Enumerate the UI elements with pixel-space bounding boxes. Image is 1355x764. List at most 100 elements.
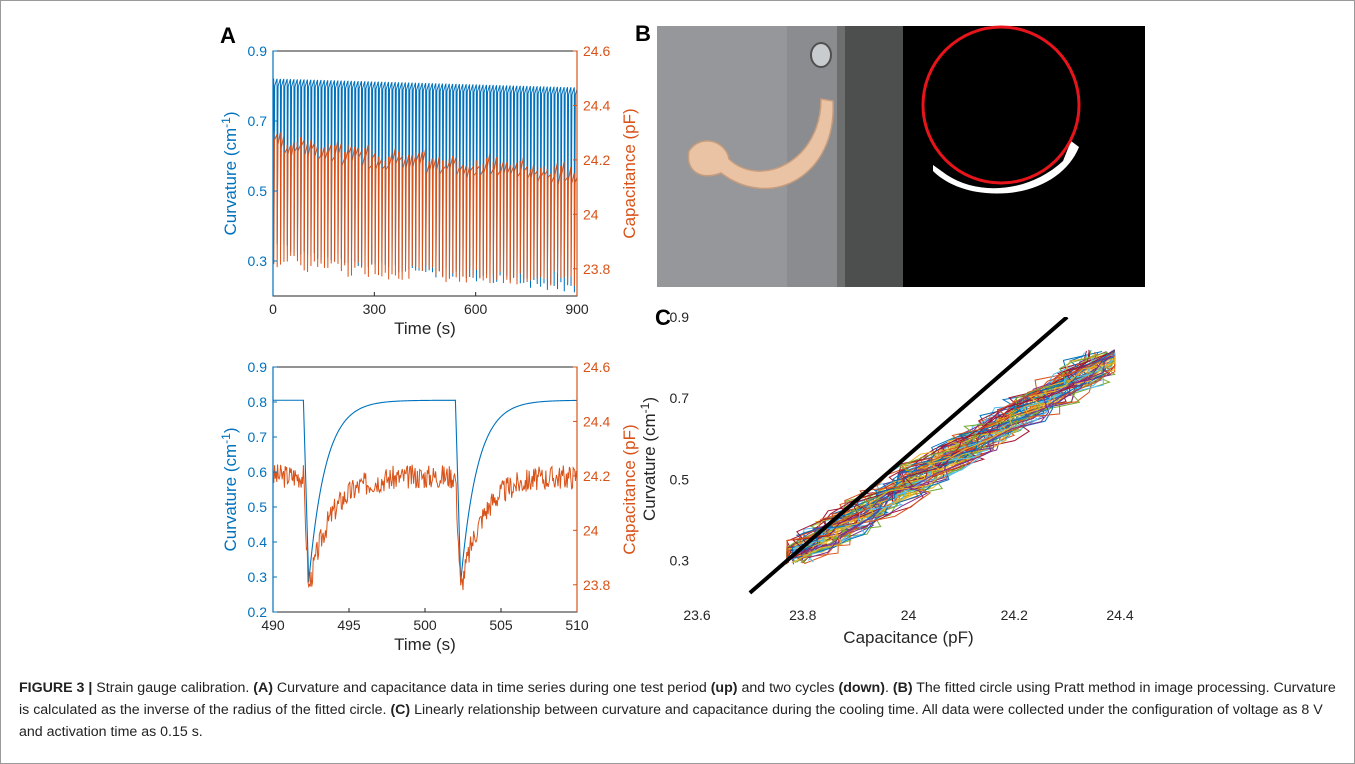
a-bottom-ytick-left-label: 0.7 xyxy=(248,429,268,445)
a-top-ytick-right-label: 24 xyxy=(583,206,599,222)
a-top-xlabel: Time (s) xyxy=(394,319,456,338)
chart-a-bottom: 490 495 500 505 510 0.2 0.3 0.4 0.5 0.6 0.7 0.8 0.9 2… xyxy=(219,359,639,654)
c-fit-line xyxy=(748,317,1069,595)
caption-text-2: Curvature and capacitance data in time s… xyxy=(276,680,707,696)
c-xtick-label: 24 xyxy=(901,607,917,623)
a-bottom-xlabel: Time (s) xyxy=(394,635,456,654)
caption-label-a: (A) xyxy=(253,680,273,696)
a-bottom-ylabel-left: Curvature (cm-1) xyxy=(219,427,240,551)
c-xlabel: Capacitance (pF) xyxy=(843,628,973,647)
caption-down: (down) xyxy=(838,680,885,696)
a-bottom-ytick-left-label: 0.9 xyxy=(248,359,268,375)
c-cycle-series xyxy=(786,353,1115,560)
caption-text-3b: . xyxy=(884,680,889,696)
c-cycle-series xyxy=(789,350,1115,561)
a-bottom-ytick-right-label: 24.2 xyxy=(583,468,610,484)
a-bottom-ytick-right-label: 23.8 xyxy=(583,577,610,593)
caption-up: (up) xyxy=(710,680,738,696)
processed-image-background xyxy=(903,26,1145,287)
a-bottom-ylabel-right: Capacitance (pF) xyxy=(620,424,639,554)
plot-area-a-top xyxy=(272,50,578,297)
c-ylabel-sup: -1 xyxy=(638,402,652,413)
a-top-ytick-right-label: 23.8 xyxy=(583,261,610,277)
a-top-xtick-label: 600 xyxy=(464,301,488,317)
a-top-ytick-right-label: 24.2 xyxy=(583,152,610,168)
caption-text-1: Strain gauge calibration. xyxy=(96,680,250,696)
figure-caption: FIGURE 3 | Strain gauge calibration. (A)… xyxy=(19,677,1337,743)
a-top-ylabel-left: Curvature (cm-1) xyxy=(219,111,240,235)
plot-area-c xyxy=(697,317,1120,601)
plot-area-a-bottom xyxy=(272,366,578,613)
a-top-ytick-left-label: 0.3 xyxy=(248,253,268,269)
c-cycle-series xyxy=(786,352,1114,562)
a-top-ylabel-right: Capacitance (pF) xyxy=(620,108,639,238)
screw-icon xyxy=(810,42,832,68)
photo-bracket xyxy=(839,26,903,287)
fitted-circle-icon xyxy=(921,25,1081,185)
a-bottom-xtick-label: 495 xyxy=(337,617,361,633)
c-cycle-series xyxy=(786,349,1115,562)
panel-label-b: B xyxy=(635,21,651,46)
caption-text-5: Linearly relationship between curvature … xyxy=(19,702,1323,740)
c-ylabel-end: ) xyxy=(640,397,659,403)
a-top-xtick-label: 0 xyxy=(269,301,277,317)
a-top-ylabel-left-text: Curvature (cm xyxy=(221,128,240,236)
a-bottom-ytick-left-label: 0.3 xyxy=(248,569,268,585)
a-top-capacitance-series xyxy=(273,131,577,286)
c-cycle-series xyxy=(791,356,1116,564)
photo-bracket-edge xyxy=(837,26,845,287)
c-ytick-label: 0.5 xyxy=(670,471,690,487)
a-bottom-ytick-right-label: 24.6 xyxy=(583,359,610,375)
caption-label-c: (C) xyxy=(390,702,411,718)
panel-label-c: C xyxy=(655,305,671,330)
a-bottom-ytick-left-label: 0.5 xyxy=(248,499,268,515)
a-top-ylabel-left-sup: -1 xyxy=(219,117,233,128)
a-bottom-ytick-left-label: 0.8 xyxy=(248,394,268,410)
a-bottom-xtick-label: 500 xyxy=(413,617,437,633)
a-top-xtick-label: 900 xyxy=(565,301,589,317)
c-cycle-series xyxy=(808,354,1115,559)
caption-label-b: (B) xyxy=(892,680,913,696)
panel-b-image xyxy=(657,25,1145,287)
a-bottom-ytick-left-label: 0.6 xyxy=(248,464,268,480)
a-bottom-ylabel-left-text: Curvature (cm xyxy=(221,444,240,552)
chart-c: 23.6 23.8 24 24.2 24.4 0.3 0.5 0.7 0.9 Capacitanc… xyxy=(638,309,1134,647)
a-bottom-xtick-label: 505 xyxy=(489,617,513,633)
chart-a-top: 0 300 600 900 0.3 0.5 0.7 0.9 23.8 24 24.2 24.4 24.6… xyxy=(219,43,639,338)
c-xtick-label: 24.4 xyxy=(1106,607,1133,623)
a-top-ytick-left-label: 0.9 xyxy=(248,43,268,59)
a-bottom-ytick-left-label: 0.2 xyxy=(248,604,268,620)
a-bottom-ytick-right-label: 24 xyxy=(583,522,599,538)
a-bottom-xtick-label: 490 xyxy=(261,617,285,633)
a-top-curvature-series xyxy=(273,78,577,293)
actuator-strip-icon xyxy=(687,98,834,190)
caption-text-4: The fitted circle using Pratt method in … xyxy=(19,680,1336,718)
a-bottom-capacitance-series xyxy=(273,464,577,591)
a-bottom-ytick-left-label: 0.4 xyxy=(248,534,268,550)
c-ylabel: Curvature (cm-1) xyxy=(638,397,659,521)
a-top-ylabel-left-end: ) xyxy=(221,111,240,117)
c-ytick-label: 0.7 xyxy=(670,390,690,406)
c-ylabel-text: Curvature (cm xyxy=(640,413,659,521)
figure-canvas: 0 300 600 900 0.3 0.5 0.7 0.9 23.8 24 24.2 24.4 24.6… xyxy=(219,21,1145,654)
c-ytick-label: 0.9 xyxy=(670,309,690,325)
a-bottom-ylabel-left-end: ) xyxy=(221,427,240,433)
c-xtick-label: 24.2 xyxy=(1001,607,1028,623)
c-ytick-label: 0.3 xyxy=(670,552,690,568)
a-top-ytick-right-label: 24.6 xyxy=(583,43,610,59)
a-top-ytick-left-label: 0.7 xyxy=(248,113,268,129)
a-top-ytick-left-label: 0.5 xyxy=(248,183,268,199)
figure-label: FIGURE 3 | xyxy=(19,680,93,696)
c-xtick-label: 23.6 xyxy=(683,607,710,623)
c-xtick-label: 23.8 xyxy=(789,607,816,623)
panel-label-a: A xyxy=(220,23,236,48)
a-bottom-ytick-right-label: 24.4 xyxy=(583,413,610,429)
segmented-strip-icon xyxy=(933,141,1079,194)
a-bottom-xtick-label: 510 xyxy=(565,617,589,633)
a-bottom-ylabel-left-sup: -1 xyxy=(219,433,233,444)
a-bottom-curvature-series xyxy=(273,399,577,583)
a-top-ytick-right-label: 24.4 xyxy=(583,97,610,113)
caption-text-3: and two cycles xyxy=(741,680,835,696)
a-top-xtick-label: 300 xyxy=(363,301,387,317)
